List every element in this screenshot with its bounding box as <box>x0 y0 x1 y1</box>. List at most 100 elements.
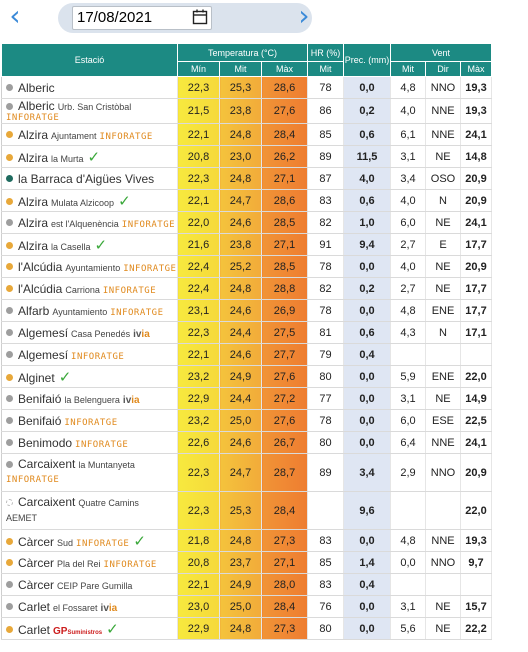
previous-day-button[interactable]: ‹ <box>9 0 21 32</box>
header-temp-min[interactable]: Mín <box>177 61 220 77</box>
header-vent-dir[interactable]: Dir <box>425 61 461 77</box>
station-name[interactable]: Alginet <box>18 370 55 385</box>
station-cell[interactable]: Alberic Urb. San Cristòbal INFORATGE <box>1 98 178 124</box>
station-name[interactable]: Alzira <box>18 194 49 209</box>
table-row[interactable]: Algemesí Casa Penedés ivia 22,3 24,4 27,5 81 0,… <box>1 321 492 344</box>
station-name[interactable]: Carlet <box>18 599 51 614</box>
wind-max-cell: 20,9 <box>460 255 492 278</box>
station-name[interactable]: Càrcer <box>18 577 55 592</box>
station-cell[interactable]: Alfarb Ayuntamiento INFORATGE <box>1 299 178 322</box>
table-row[interactable]: Algemesí INFORATGE 22,1 24,6 27,7 79 0,4 <box>1 343 492 366</box>
table-row[interactable]: Càrcer Sud INFORATGE ✓ 21,8 24,8 27,3 83 0,0 4,8 N… <box>1 529 492 552</box>
station-cell[interactable]: l'Alcúdia Ayuntamiento INFORATGE <box>1 255 178 278</box>
station-name[interactable]: Benimodo <box>18 435 73 450</box>
wind-dir-cell: NNE <box>425 123 461 146</box>
station-cell[interactable]: Alzira Ajuntament INFORATGE <box>1 123 178 146</box>
header-temp-max[interactable]: Màx <box>261 61 308 77</box>
station-name[interactable]: Alzira <box>18 150 49 165</box>
table-row[interactable]: l'Alcúdia Ayuntamiento INFORATGE 22,4 25,2 28… <box>1 255 492 278</box>
station-cell[interactable]: Càrcer Sud INFORATGE ✓ <box>1 529 178 552</box>
table-row[interactable]: la Barraca d'Aigües Vives 22,3 24,8 27,1 87 4… <box>1 167 492 190</box>
table-row[interactable]: Carcaixent Quatre Camins AEMET 22,3 25,3 28,4… <box>1 491 492 530</box>
station-name[interactable]: Càrcer <box>18 534 55 549</box>
table-row[interactable]: l'Alcúdia Carriona INFORATGE 22,4 24,8 28,8 82… <box>1 277 492 300</box>
table-row[interactable]: Càrcer CEIP Pare Gumilla 22,1 24,9 28,0 83 0,4 <box>1 573 492 596</box>
wind-dir-cell: NNO <box>425 453 461 492</box>
table-row[interactable]: Alzira la Casella ✓ 21,6 23,8 27,1 91 9,4 2,7 E 17… <box>1 233 492 256</box>
table-row[interactable]: Alginet ✓ 23,2 24,9 27,6 80 0,0 5,9 ENE 22,0 <box>1 365 492 388</box>
station-name[interactable]: l'Alcúdia <box>18 259 63 274</box>
calendar-icon[interactable] <box>192 9 208 25</box>
inforatge-logo: INFORATGE <box>121 219 176 230</box>
station-cell[interactable]: Alzira la Casella ✓ <box>1 233 178 256</box>
header-hr-mit[interactable]: Mit <box>307 61 344 77</box>
station-cell[interactable]: Alberic <box>1 76 178 99</box>
temp-mit-cell: 24,4 <box>219 321 262 344</box>
station-cell[interactable]: Carlet el Fossaret ivia <box>1 595 178 618</box>
table-row[interactable]: Carlet GPSuministros ✓ 22,9 24,8 27,3 80 0,0 5,6… <box>1 617 492 640</box>
station-name[interactable]: Benifaió <box>18 391 62 406</box>
header-vent-max[interactable]: Màx <box>460 61 492 77</box>
station-cell[interactable]: Carlet GPSuministros ✓ <box>1 617 178 640</box>
station-cell[interactable]: Alzira est l'Alquenència INFORATGE <box>1 211 178 234</box>
table-row[interactable]: Benimodo INFORATGE 22,6 24,6 26,7 80 0,0 6,4 NNE… <box>1 431 492 454</box>
next-day-button[interactable]: › <box>298 0 310 32</box>
table-row[interactable]: Alzira Ajuntament INFORATGE 22,1 24,8 28,4 85 0… <box>1 123 492 146</box>
station-cell[interactable]: Algemesí INFORATGE <box>1 343 178 366</box>
temp-max-cell: 26,2 <box>261 145 308 168</box>
table-row[interactable]: Alfarb Ayuntamiento INFORATGE 23,1 24,6 26,9 7… <box>1 299 492 322</box>
station-name[interactable]: Alzira <box>18 127 49 142</box>
station-name[interactable]: Algemesí <box>18 347 69 362</box>
station-cell[interactable]: Càrcer Pla del Rei INFORATGE <box>1 551 178 574</box>
table-row[interactable]: Alzira Mulata Alzicoop ✓ 22,1 24,7 28,6 83 0,6 4… <box>1 189 492 212</box>
header-estacio[interactable]: Estació <box>1 43 178 77</box>
verified-check-icon: ✓ <box>87 147 101 166</box>
station-name[interactable]: Alberic <box>18 80 55 95</box>
station-cell[interactable]: la Barraca d'Aigües Vives <box>1 167 178 190</box>
temp-mit-cell: 23,7 <box>219 551 262 574</box>
temp-mit-cell: 25,0 <box>219 595 262 618</box>
station-name[interactable]: Carlet <box>18 622 51 637</box>
station-name[interactable]: Algemesí <box>18 325 69 340</box>
table-row[interactable]: Alzira est l'Alquenència INFORATGE 22,0 24,6… <box>1 211 492 234</box>
station-name[interactable]: Càrcer <box>18 555 55 570</box>
station-name[interactable]: Benifaió <box>18 413 62 428</box>
station-name[interactable]: Carcaixent <box>18 457 76 471</box>
station-cell[interactable]: Carcaixent Quatre Camins AEMET <box>1 491 178 530</box>
humidity-cell: 78 <box>307 299 344 322</box>
table-row[interactable]: Carlet el Fossaret ivia 23,0 25,0 28,4 76 0,0 3,… <box>1 595 492 618</box>
table-row[interactable]: Alberic Urb. San Cristòbal INFORATGE 21,5 23… <box>1 98 492 124</box>
station-cell[interactable]: Benifaió INFORATGE <box>1 409 178 432</box>
wind-max-cell: 22,0 <box>460 365 492 388</box>
station-name[interactable]: Alberic <box>18 99 55 113</box>
station-cell[interactable]: Alzira la Murta ✓ <box>1 145 178 168</box>
header-temp-mit[interactable]: Mit <box>219 61 262 77</box>
station-name[interactable]: Carcaixent <box>18 495 76 509</box>
table-row[interactable]: Alberic 22,3 25,3 28,6 78 0,0 4,8 NNO 19,3 <box>1 76 492 99</box>
header-vent-mit[interactable]: Mit <box>390 61 426 77</box>
table-row[interactable]: Carcaixent la Muntanyeta INFORATGE 22,3 24,7… <box>1 453 492 492</box>
station-cell[interactable]: Alzira Mulata Alzicoop ✓ <box>1 189 178 212</box>
station-name[interactable]: la Barraca d'Aigües Vives <box>18 171 155 186</box>
wind-dir-cell: NE <box>425 145 461 168</box>
station-name[interactable]: l'Alcúdia <box>18 281 63 296</box>
station-cell[interactable]: Algemesí Casa Penedés ivia <box>1 321 178 344</box>
date-input[interactable]: 17/08/2021 <box>72 6 212 30</box>
station-name[interactable]: Alfarb <box>18 303 50 318</box>
table-row[interactable]: Benifaió la Belenguera ivia 22,9 24,4 27,2 77 0… <box>1 387 492 410</box>
station-cell[interactable]: Càrcer CEIP Pare Gumilla <box>1 573 178 596</box>
station-cell[interactable]: Benimodo INFORATGE <box>1 431 178 454</box>
table-row[interactable]: Benifaió INFORATGE 23,2 25,0 27,6 78 0,0 6,0 ESE… <box>1 409 492 432</box>
table-row[interactable]: Càrcer Pla del Rei INFORATGE 20,8 23,7 27,1 85… <box>1 551 492 574</box>
station-cell[interactable]: l'Alcúdia Carriona INFORATGE <box>1 277 178 300</box>
station-cell[interactable]: Benifaió la Belenguera ivia <box>1 387 178 410</box>
station-location: CEIP Pare Gumilla <box>57 580 133 591</box>
station-cell[interactable]: Carcaixent la Muntanyeta INFORATGE <box>1 453 178 492</box>
temp-mit-cell: 23,0 <box>219 145 262 168</box>
station-name[interactable]: Alzira <box>18 215 49 230</box>
precipitation-cell: 0,0 <box>343 431 391 454</box>
header-prec[interactable]: Prec. (mm) <box>343 43 391 77</box>
station-cell[interactable]: Alginet ✓ <box>1 365 178 388</box>
station-name[interactable]: Alzira <box>18 238 49 253</box>
table-row[interactable]: Alzira la Murta ✓ 20,8 23,0 26,2 89 11,5 3,1 NE 14… <box>1 145 492 168</box>
